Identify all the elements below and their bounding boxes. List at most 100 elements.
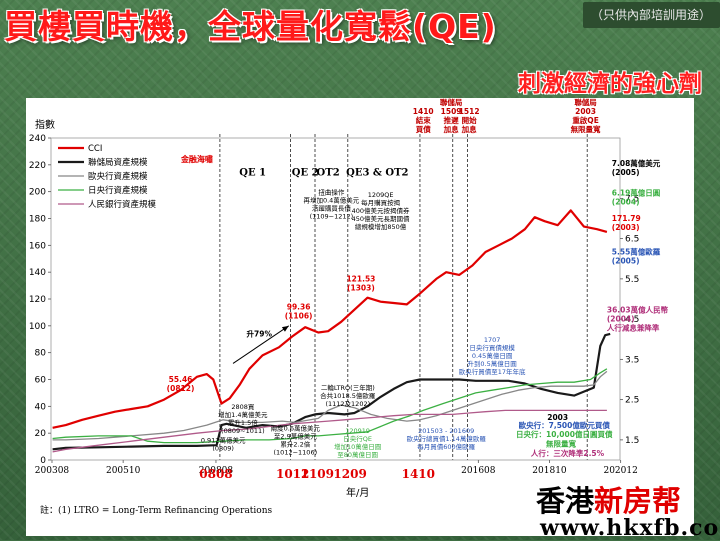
series-line [52, 409, 607, 453]
top-event-label: 結束 [416, 115, 431, 125]
phase-label: QE 1 [239, 168, 266, 179]
slide-title: 買樓買時機，全球量化寬鬆(QE) [4, 7, 497, 46]
annotation-text: 2003 [547, 413, 568, 422]
series-line [52, 368, 608, 444]
x-highlight-tick-label: 1012 [276, 467, 309, 481]
annotation-text: 扭曲操作 [318, 187, 345, 196]
annotation-text: 增加10萬億日圓 [334, 442, 381, 451]
x-tick-label: 200308 [35, 466, 70, 476]
watermark-url: www.hkxfb.com [540, 515, 720, 541]
annotation-text: 兩度0.6萬億美元 [271, 423, 321, 432]
annotation-text: 171.79 [612, 214, 641, 223]
chart-grid [219, 134, 588, 460]
x-highlight-tick-label: 1209 [333, 467, 366, 481]
y-right-tick-label: 3.5 [625, 355, 639, 365]
phase-label: QE 2 [292, 168, 319, 179]
y-left-tick-label: 240 [29, 134, 46, 144]
y-left-tick-label: 220 [29, 161, 46, 171]
y-left-tick-label: 60 [35, 376, 47, 386]
annotation-text: 450億美元長期國債 [352, 214, 410, 223]
x-tick-label: 201810 [532, 466, 567, 476]
top-event-label: 開始 [462, 115, 477, 125]
y-left-tick-label: 40 [35, 402, 47, 412]
annotation-text: 36.03萬億人民幣 [607, 304, 669, 314]
chart-panel [26, 98, 694, 536]
annotation-text: 每月買債600億歐羅 [417, 442, 475, 451]
growth-arrow-head [281, 325, 289, 332]
annotation-text: (1109~1212) [310, 212, 354, 220]
annotation-text: 日央行買債規模 [469, 343, 515, 352]
x-tick-label: 200510 [106, 466, 141, 476]
annotation-text: (1106) [285, 312, 313, 321]
annotation-text: (2003) [612, 223, 640, 232]
annotation-text: 55.46 [169, 375, 193, 384]
annotation-text: (1303) [347, 284, 375, 293]
annotation-text: (0812) [167, 384, 195, 393]
top-event-label: 聯儲局 [574, 98, 597, 107]
y-left-tick-label: 140 [29, 268, 46, 278]
phase-label: OT2 [317, 168, 340, 179]
annotation-text: 累升1.5倍 [228, 418, 258, 427]
watermark-brand-black: 香港 [536, 484, 595, 518]
legend-label: 歐央行資產規模 [88, 171, 148, 182]
y-left-tick-label: 120 [29, 295, 46, 305]
growth-arrow-line [232, 325, 290, 364]
legend-label: 人民銀行資產規模 [88, 199, 157, 210]
annotation-text: 每月購買按揭 [361, 198, 401, 207]
annotation-text: 累升2.2倍 [280, 439, 310, 448]
y-right-tick-label: 5.5 [625, 275, 639, 285]
annotation-text: 121.53 [346, 275, 375, 284]
annotation-text: 總規模增加850億 [355, 222, 407, 231]
y-left-tick-label: 160 [29, 241, 46, 251]
annotation-text: 99.36 [287, 303, 311, 312]
annotation-text: 二輪LTRO(三年期) [321, 383, 375, 392]
y-right-tick-label: 2.5 [625, 396, 639, 406]
top-event-label: 加息 [443, 124, 459, 134]
y-axis-label: 指數 [35, 118, 55, 131]
qe-chart: 指數 0 20 40 60 80 100 120 140 160 180 200 220 240 1.5 2… [29, 98, 669, 516]
x-tick-label: 201608 [461, 466, 496, 476]
series-line [52, 370, 608, 441]
annotation-text: 7.08萬億美元 [612, 158, 661, 168]
top-event-label: 加息 [461, 124, 477, 134]
annotation-text: 0.45萬億日圓 [472, 351, 512, 360]
chart-footnote: 註：(1) LTRO = Long-Term Refinancing Opera… [40, 504, 273, 516]
legend-label: 聯儲局資產規模 [88, 157, 148, 168]
annotation-text: 升79% [247, 329, 273, 339]
y-right-tick-label: 4.5 [625, 315, 639, 325]
chart-axes: 0 20 40 60 80 100 120 140 160 180 200 220 240 1.5 2.5 3… [29, 134, 640, 481]
top-event-label: 1509 [441, 107, 462, 116]
x-tick-label: 200808 [199, 466, 234, 476]
y-left-tick-label: 100 [29, 322, 46, 332]
x-tick-label: 202012 [603, 466, 637, 476]
annotation-text: 歐央行：7,500億歐元買債 [519, 420, 611, 430]
annotation-text: 0.912萬億美元 [201, 436, 246, 445]
top-event-label: 無限量寬 [571, 124, 601, 134]
annotation-text: 400億美元按揭債券 [352, 206, 410, 215]
annotation-text: (2004) [607, 314, 635, 323]
annotation-text: (0809) [212, 445, 234, 453]
y-left-tick-label: 180 [29, 215, 46, 225]
annotation-text: 5.55萬億歐羅 [612, 247, 661, 257]
annotation-text: 無限量寬 [546, 439, 576, 449]
y-right-tick-label: 1.5 [625, 436, 639, 446]
y-left-tick-label: 20 [35, 429, 47, 439]
legend-label: CCI [88, 144, 102, 154]
chart-series [52, 209, 611, 453]
annotation-text: 人行減息兼降準 [607, 322, 660, 332]
y-left-tick-label: 200 [29, 188, 46, 198]
y-right-tick-label: 6.5 [625, 235, 639, 245]
x-axis-label: 年/月 [346, 486, 369, 499]
annotation-text: 歐央行買債至17年年底 [459, 367, 526, 376]
annotation-text: 至2.9萬億美元 [274, 431, 317, 440]
annotation-text: (2005) [612, 168, 640, 177]
annotation-text: (2004) [612, 198, 640, 207]
annotation-text: (2005) [612, 257, 640, 266]
watermark-brand-red: 新房帮 [594, 484, 682, 518]
y-right-tick-label: 7.5 [625, 194, 639, 204]
annotation-text: 歐央行總買債1.14萬億歐羅 [406, 434, 486, 443]
top-event-label: 2003 [575, 107, 596, 116]
annotation-text: 1707 [484, 336, 501, 344]
annotation-text: 201503 - 201609 [418, 427, 474, 435]
